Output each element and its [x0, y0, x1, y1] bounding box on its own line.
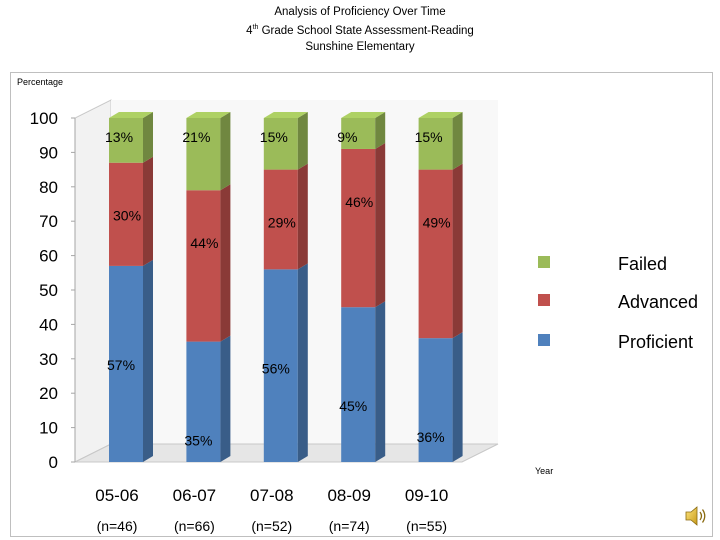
data-label-failed: 15% — [260, 129, 288, 145]
bar-segment-failed — [109, 118, 143, 163]
y-tick-label: 0 — [49, 453, 58, 472]
bar-segment-proficient — [109, 265, 143, 462]
y-tick-label: 50 — [39, 281, 58, 300]
bar-segment-proficient — [186, 341, 221, 462]
x-axis-title: Year — [535, 466, 554, 476]
bar-side-advanced — [375, 142, 386, 308]
x-sample-size-label: (n=52) — [251, 518, 292, 534]
bar-top-failed — [418, 112, 463, 118]
bar-side-proficient — [143, 259, 153, 462]
bar-segment-advanced — [109, 162, 143, 266]
data-label-advanced: 49% — [423, 215, 451, 231]
subtitle-grade: 4 — [246, 24, 253, 37]
data-label-advanced: 44% — [190, 235, 218, 251]
chart-subtitle: 4th Grade School State Assessment-Readin… — [0, 20, 720, 39]
bar-top-failed — [263, 112, 308, 118]
bar-side-failed — [143, 112, 153, 163]
data-label-proficient: 45% — [339, 398, 367, 414]
legend-swatch-advanced — [538, 294, 550, 306]
x-sample-size-label: (n=46) — [97, 518, 138, 534]
x-sample-size-label: (n=66) — [174, 518, 215, 534]
bar-segment-proficient — [418, 338, 453, 462]
data-label-advanced: 30% — [113, 208, 141, 224]
bar-segment-failed — [418, 118, 453, 170]
bar-segment-advanced — [341, 148, 376, 308]
y-tick-label: 80 — [39, 178, 58, 197]
bar-segment-proficient — [263, 269, 298, 462]
bar-side-proficient — [452, 332, 463, 462]
data-label-proficient: 57% — [107, 357, 135, 373]
data-label-failed: 13% — [105, 129, 133, 145]
x-sample-size-label: (n=55) — [406, 518, 447, 534]
chart-subtitle-school: Sunshine Elementary — [305, 40, 415, 53]
y-tick-label: 40 — [39, 315, 58, 334]
y-tick-label: 10 — [39, 419, 58, 438]
bar-side-advanced — [297, 163, 308, 270]
data-label-proficient: 36% — [417, 429, 445, 445]
x-tick-label: 06-07 — [173, 486, 216, 505]
legend-label-failed: Failed — [618, 254, 667, 274]
bar-side-proficient — [375, 301, 386, 462]
bar-top-failed — [186, 112, 231, 118]
bar-side-failed — [452, 112, 463, 170]
bar-segment-failed — [186, 118, 221, 191]
bar-segment-failed — [263, 118, 298, 170]
data-label-advanced: 29% — [268, 215, 296, 231]
legend-label-advanced: Advanced — [618, 292, 698, 312]
y-tick-label: 70 — [39, 212, 58, 231]
bar-side-failed — [220, 112, 231, 191]
chart-title-block: Analysis of Proficiency Over Time 4th Gr… — [0, 4, 720, 55]
subtitle-sup: th — [252, 24, 259, 31]
y-tick-label: 20 — [39, 384, 58, 403]
legend-swatch-failed — [538, 256, 550, 268]
data-label-failed: 21% — [182, 129, 210, 145]
y-tick-label: 90 — [39, 143, 58, 162]
data-label-proficient: 56% — [262, 360, 290, 376]
side-wall — [74, 99, 112, 463]
bar-side-proficient — [220, 335, 231, 462]
data-label-failed: 9% — [337, 129, 357, 145]
legend-swatch-proficient — [538, 334, 550, 346]
y-axis-title: Percentage — [17, 77, 64, 87]
bar-top-failed — [341, 112, 386, 118]
bar-segment-advanced — [263, 169, 298, 270]
legend-label-proficient: Proficient — [618, 332, 693, 352]
y-tick-label: 60 — [39, 247, 58, 266]
x-tick-label: 08-09 — [327, 486, 370, 505]
bar-top-failed — [109, 112, 153, 118]
bar-segment-proficient — [341, 307, 376, 462]
bar-segment-failed — [341, 118, 376, 149]
y-tick-label: 100 — [30, 109, 58, 128]
bar-segment-advanced — [418, 169, 453, 339]
chart-frame — [10, 72, 713, 537]
speaker-icon[interactable] — [683, 503, 709, 529]
bar-side-failed — [297, 112, 308, 170]
subtitle-text: Grade School State Assessment-Reading — [258, 24, 474, 37]
x-sample-size-label: (n=74) — [329, 518, 370, 534]
data-label-failed: 15% — [415, 129, 443, 145]
bar-side-advanced — [143, 156, 153, 266]
x-tick-label: 05-06 — [95, 486, 138, 505]
x-tick-label: 07-08 — [250, 486, 293, 505]
data-label-proficient: 35% — [184, 433, 212, 449]
bar-side-proficient — [297, 263, 308, 462]
chart-title: Analysis of Proficiency Over Time — [274, 6, 446, 18]
bar-side-advanced — [452, 163, 463, 339]
x-tick-label: 09-10 — [405, 486, 448, 505]
bar-segment-advanced — [186, 190, 221, 342]
bar-side-failed — [375, 112, 386, 149]
bar-side-advanced — [220, 184, 231, 342]
y-tick-label: 30 — [39, 350, 58, 369]
data-label-advanced: 46% — [345, 194, 373, 210]
